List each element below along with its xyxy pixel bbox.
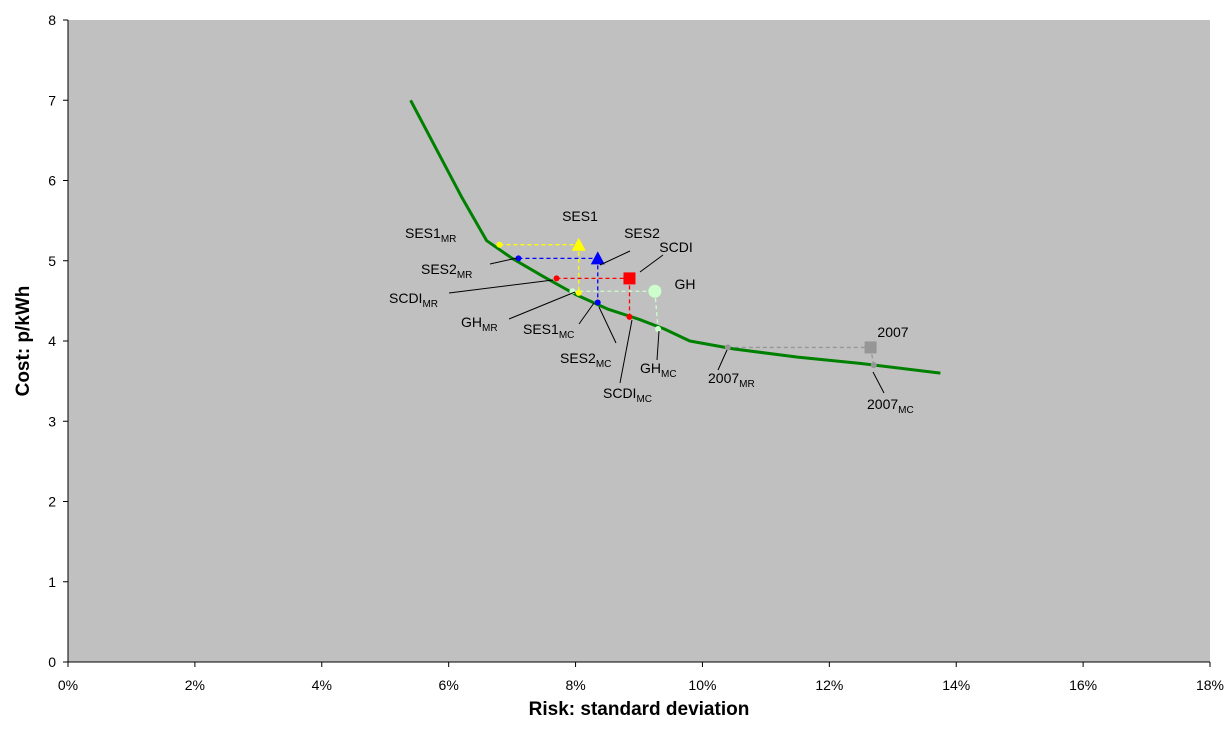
y-axis-title: Cost: p/kWh (13, 286, 34, 397)
x-tick-label: 14% (942, 677, 970, 693)
label-subscript: MR (422, 299, 438, 310)
x-tick-label: 0% (58, 677, 78, 693)
frontier-point (496, 241, 503, 248)
label-subscript: MR (482, 323, 498, 334)
leader-line (578, 302, 595, 325)
label-text: GH (461, 314, 482, 330)
frontier-point (575, 289, 582, 296)
leader-line (448, 279, 554, 294)
marker-gh (648, 284, 662, 298)
label-subscript: MC (596, 359, 612, 370)
x-tick-label: 12% (815, 677, 843, 693)
label-text: SES2 (624, 225, 660, 241)
x-tick-label: 16% (1069, 677, 1097, 693)
y-tick-label: 1 (48, 574, 56, 590)
x-tick-label: 2% (185, 677, 205, 693)
leader-line (639, 254, 664, 273)
frontier-point (626, 313, 633, 320)
label-text: SCDI (389, 290, 422, 306)
label-subscript: MC (661, 369, 677, 380)
y-tick-label: 3 (48, 413, 56, 429)
marker-ses1 (571, 237, 586, 251)
y-tick-label: 4 (48, 333, 56, 349)
label-text: SCDI (603, 385, 636, 401)
label-ses2: SES2 (624, 225, 660, 241)
frontier-line (409, 99, 941, 375)
frontier-point (553, 275, 560, 282)
x-tick-label: 4% (312, 677, 332, 693)
annotation-labels: SES1SES2SCDIGH2007SES1MRSES2MRSCDIMRGHMR… (389, 208, 914, 416)
label-ses1-mr: SES1MR (405, 225, 456, 245)
frontier-point (724, 344, 731, 351)
label-gh-mc: GHMC (640, 360, 677, 380)
x-tick-label: 18% (1196, 677, 1224, 693)
x-tick-label: 8% (565, 677, 585, 693)
marker-ses2 (590, 251, 605, 265)
leader-lines (448, 250, 885, 394)
label-text: SES2 (421, 261, 457, 277)
label-subscript: MR (441, 234, 457, 245)
label-ses2-mr: SES2MR (421, 261, 472, 281)
x-tick-label: 6% (439, 677, 459, 693)
label-text: GH (640, 360, 661, 376)
label-text: 2007 (877, 324, 908, 340)
label-ses1-mc: SES1MC (523, 321, 574, 341)
y-tick-label: 5 (48, 253, 56, 269)
label-scdi-mr: SCDIMR (389, 290, 438, 310)
leader-line (656, 330, 660, 361)
frontier-point (515, 255, 522, 262)
leader-line (599, 250, 631, 266)
label-gh-mr: GHMR (461, 314, 498, 334)
plot-area (68, 20, 1210, 662)
label-text: SES2 (560, 350, 596, 366)
label-text: SCDI (659, 239, 692, 255)
x-tick-label: 10% (688, 677, 716, 693)
label-gh: GH (675, 276, 696, 292)
label-text: SES1 (562, 208, 598, 224)
leader-line (717, 349, 728, 371)
label-ses1: SES1 (562, 208, 598, 224)
label-subscript: MC (898, 405, 914, 416)
label-text: 2007 (708, 370, 739, 386)
guide-line (654, 291, 659, 330)
x-axis-title: Risk: standard deviation (529, 699, 750, 720)
leader-line (619, 319, 633, 384)
markers-group (496, 237, 877, 369)
label-y2007-mc: 2007MC (867, 396, 914, 416)
marker-scdi (623, 272, 636, 285)
frontier-point (655, 325, 662, 332)
y-tick-label: 6 (48, 173, 56, 189)
frontier-point (870, 362, 877, 369)
label-y2007: 2007 (877, 324, 908, 340)
label-subscript: MR (739, 379, 755, 390)
frontier-group (409, 99, 941, 375)
label-subscript: MC (559, 330, 575, 341)
leader-line (508, 291, 576, 320)
axes: 0% 2% 4% 6% 8% 10% 12% 14% 16% 18% 0 1 2 3 4 5 6 7 8 (48, 12, 1224, 693)
leader-line (489, 257, 518, 265)
label-y2007-mr: 2007MR (708, 370, 755, 390)
y-tick-label: 2 (48, 494, 56, 510)
marker-2007 (864, 341, 877, 354)
label-text: GH (675, 276, 696, 292)
label-text: SES1 (405, 225, 441, 241)
leader-line (872, 371, 885, 394)
y-tick-label: 0 (48, 654, 56, 670)
frontier-point (594, 299, 601, 306)
leader-line (598, 306, 617, 344)
y-tick-label: 8 (48, 12, 56, 28)
label-subscript: MC (636, 394, 652, 405)
label-scdi: SCDI (659, 239, 692, 255)
label-scdi-mc: SCDIMC (603, 385, 652, 405)
y-tick-label: 7 (48, 92, 56, 108)
label-subscript: MR (457, 270, 473, 281)
label-ses2-mc: SES2MC (560, 350, 611, 370)
label-text: 2007 (867, 396, 898, 412)
label-text: SES1 (523, 321, 559, 337)
